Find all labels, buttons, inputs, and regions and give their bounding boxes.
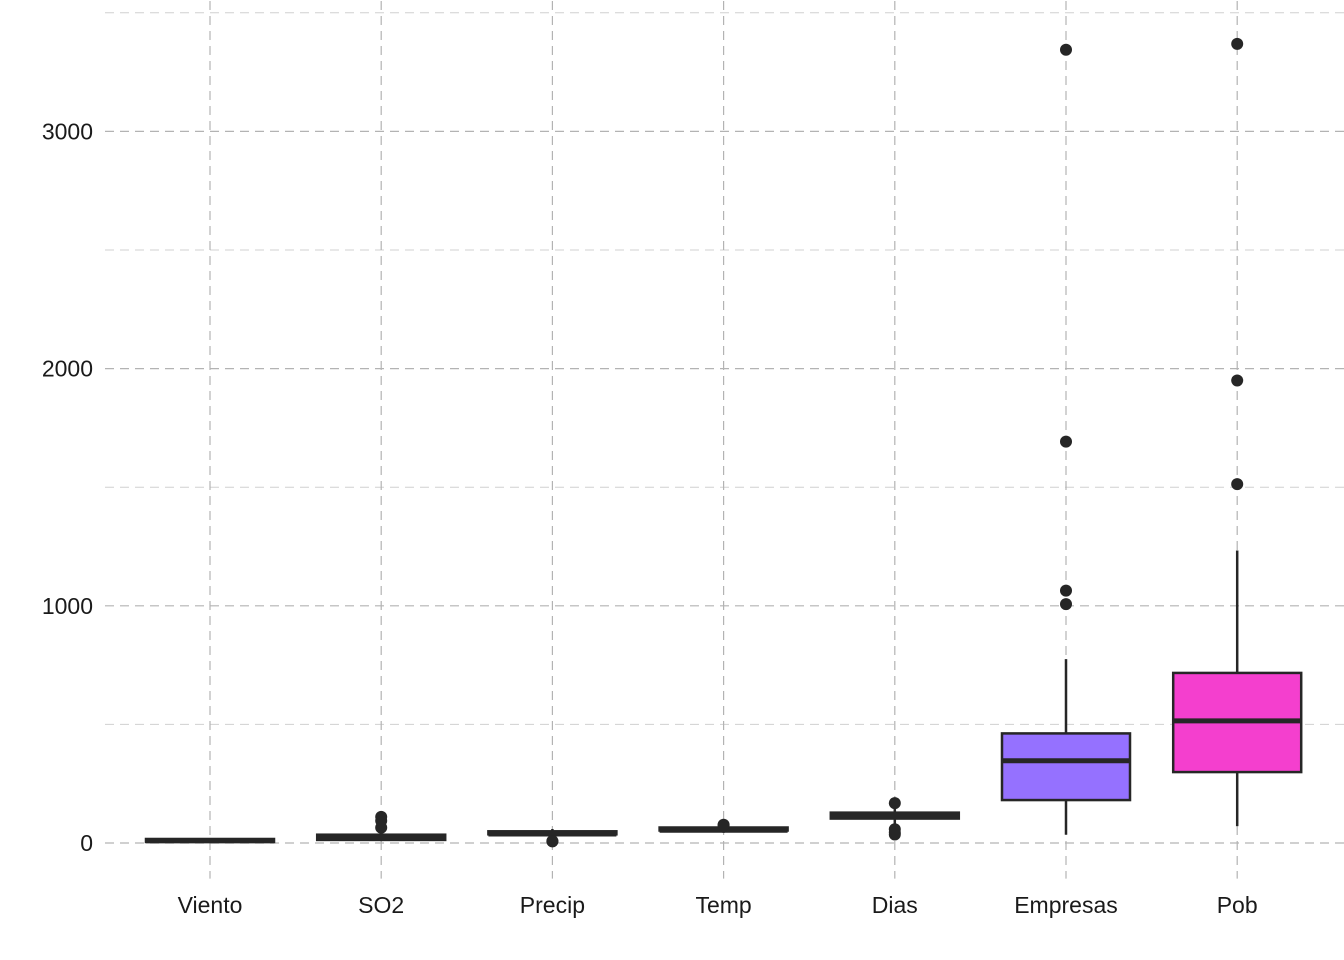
outlier-point xyxy=(1060,435,1072,448)
y-tick-label: 0 xyxy=(80,830,93,856)
x-tick-label: SO2 xyxy=(358,892,404,918)
x-tick-label: Pob xyxy=(1217,892,1258,918)
box-precip xyxy=(487,829,618,848)
box-empresas xyxy=(1000,43,1132,835)
box-temp xyxy=(658,818,789,833)
x-tick-label: Empresas xyxy=(1014,892,1118,918)
x-tick-label: Temp xyxy=(695,892,751,918)
x-tick-label: Viento xyxy=(178,892,243,918)
box-so2 xyxy=(315,810,447,842)
outlier-point xyxy=(1231,478,1244,491)
grid-layer xyxy=(105,0,1344,879)
outlier-point xyxy=(1231,374,1244,387)
box-iqr xyxy=(1000,732,1132,802)
box-pob xyxy=(1171,37,1303,827)
outlier-point xyxy=(546,835,559,848)
boxes-layer xyxy=(144,37,1303,848)
y-tick-label: 1000 xyxy=(42,593,93,619)
x-axis: Viento SO2 Precip Temp Dias Empresas Pob xyxy=(178,892,1258,918)
x-tick-label: Precip xyxy=(520,892,585,918)
y-axis: 0 1000 2000 3000 xyxy=(42,118,93,856)
outlier-point xyxy=(888,823,901,836)
outlier-point xyxy=(888,797,901,810)
outlier-point xyxy=(1060,598,1072,611)
x-tick-label: Dias xyxy=(872,892,918,918)
outlier-point xyxy=(1060,43,1072,56)
outlier-point xyxy=(375,810,388,823)
box-viento xyxy=(144,837,276,844)
box-dias xyxy=(829,797,961,841)
outlier-point xyxy=(1231,37,1244,50)
y-tick-label: 2000 xyxy=(42,356,93,382)
outlier-point xyxy=(717,818,730,831)
y-tick-label: 3000 xyxy=(42,118,93,144)
outlier-point xyxy=(1060,584,1072,597)
